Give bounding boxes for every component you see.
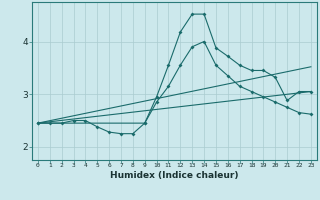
X-axis label: Humidex (Indice chaleur): Humidex (Indice chaleur) [110, 171, 239, 180]
